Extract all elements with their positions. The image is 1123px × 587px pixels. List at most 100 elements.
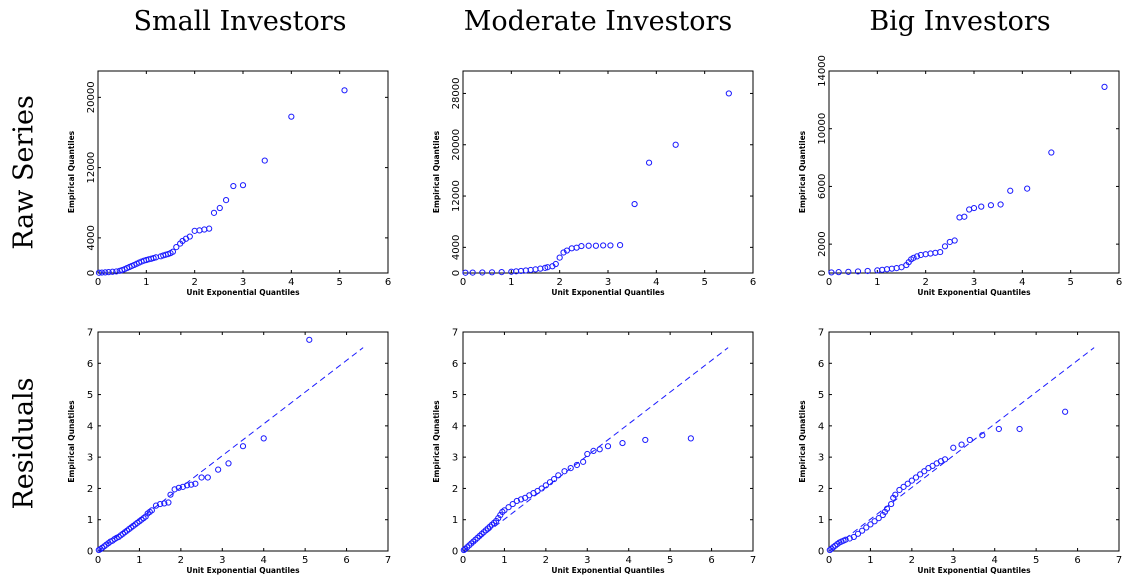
x-tick-label: 2	[909, 555, 915, 566]
data-point	[941, 243, 949, 250]
data-point	[1048, 149, 1055, 156]
qq-plot-big-raw: 0 1 2 3 4 5 6 0 2000 6000 10000 14000 Unit Exponenti…	[798, 55, 1122, 297]
data-point	[941, 456, 949, 463]
data-point	[642, 436, 649, 444]
x-axis-label: Unit Exponential Quantiles	[551, 566, 665, 575]
data-point	[542, 264, 549, 271]
y-tick-label: 0	[451, 270, 462, 276]
data-point	[867, 521, 874, 528]
data-point	[845, 268, 852, 275]
data-point	[260, 435, 267, 442]
y-tick-label: 14000	[817, 55, 828, 87]
column-title-small: Small Investors	[133, 6, 347, 37]
y-axis-label: Empirical Quantiles	[798, 130, 807, 213]
y-tick-label: 7	[452, 328, 458, 339]
data-point	[835, 269, 842, 276]
x-tick-label: 2	[556, 277, 562, 288]
data-point	[239, 182, 247, 189]
data-point	[109, 268, 116, 275]
y-tick-label: 12000	[451, 180, 462, 212]
x-tick-label: 2	[543, 555, 549, 566]
x-tick-label: 4	[261, 555, 267, 566]
y-tick-label: 1	[87, 515, 93, 526]
data-point	[913, 253, 921, 260]
data-point	[828, 545, 835, 552]
x-tick-label: 0	[460, 277, 466, 288]
data-point	[616, 242, 624, 249]
data-point	[854, 268, 862, 275]
data-point	[846, 535, 853, 542]
data-point	[631, 200, 638, 208]
y-tick-label: 0	[452, 547, 458, 558]
data-point	[687, 435, 694, 442]
data-point	[966, 436, 973, 444]
data-point	[904, 480, 911, 487]
x-tick-label: 3	[219, 555, 225, 566]
y-tick-label: 4000	[451, 235, 462, 260]
data-point	[210, 209, 218, 216]
x-tick-label: 5	[336, 277, 342, 288]
y-tick-label: 0	[87, 547, 93, 558]
data-point	[561, 468, 568, 475]
data-point	[1016, 425, 1023, 433]
x-axis-label: Unit Exponential Quantiles	[551, 288, 665, 297]
y-tick-label: 7	[818, 328, 824, 339]
data-point	[596, 446, 603, 453]
data-point	[469, 269, 476, 276]
data-point	[600, 242, 607, 249]
x-tick-label: 6	[708, 555, 714, 566]
plot-frame	[828, 70, 1120, 274]
x-axis-label: Unit Exponential Quantiles	[917, 288, 1031, 297]
data-point	[152, 502, 160, 509]
data-point	[567, 464, 574, 472]
data-point	[201, 226, 208, 233]
data-point	[555, 472, 562, 479]
y-tick-label: 4	[818, 421, 824, 432]
data-point	[179, 483, 187, 490]
data-point	[578, 242, 585, 250]
x-tick-label: 4	[992, 555, 998, 566]
data-point	[1062, 408, 1069, 415]
data-point	[488, 269, 496, 276]
data-point	[828, 269, 835, 276]
data-point	[859, 527, 866, 534]
data-point	[1024, 185, 1031, 192]
row-title-raw-series: Raw Series	[8, 95, 40, 250]
x-tick-label: 2	[922, 277, 928, 288]
y-tick-label: 2	[452, 484, 458, 495]
x-tick-label: 3	[240, 277, 246, 288]
data-point	[875, 515, 882, 522]
x-tick-label: 4	[1019, 277, 1025, 288]
x-tick-label: 5	[701, 277, 707, 288]
y-tick-label: 1	[452, 515, 458, 526]
data-point	[261, 157, 268, 164]
data-point	[898, 264, 905, 271]
data-point	[908, 477, 915, 484]
data-point	[842, 536, 849, 543]
data-point	[102, 269, 109, 276]
y-tick-label: 6	[818, 359, 824, 370]
data-point	[607, 242, 614, 249]
data-point	[978, 203, 985, 210]
data-point	[288, 113, 295, 120]
data-point	[896, 486, 903, 494]
y-tick-label: 3	[818, 453, 824, 464]
x-axis-label: Unit Exponential Quantiles	[186, 566, 300, 575]
x-tick-label: 1	[136, 555, 142, 566]
data-point	[239, 443, 247, 450]
data-point	[542, 482, 549, 489]
data-point	[546, 479, 554, 486]
data-point	[854, 530, 862, 537]
x-tick-label: 3	[950, 555, 956, 566]
x-tick-label: 5	[302, 555, 308, 566]
data-point	[341, 87, 348, 94]
x-tick-label: 4	[626, 555, 632, 566]
qq-plot-moderate-residuals: 0 1 2 3 4 5 6 7 0 1 2 3 4 5 6 7 Unit Exponential Quantil…	[432, 328, 756, 576]
data-point	[997, 201, 1004, 208]
y-tick-label: 2000	[817, 231, 828, 256]
data-point	[1007, 187, 1014, 194]
data-point	[970, 204, 978, 212]
x-tick-label: 5	[1067, 277, 1073, 288]
data-point	[192, 480, 199, 487]
data-point	[592, 242, 600, 249]
